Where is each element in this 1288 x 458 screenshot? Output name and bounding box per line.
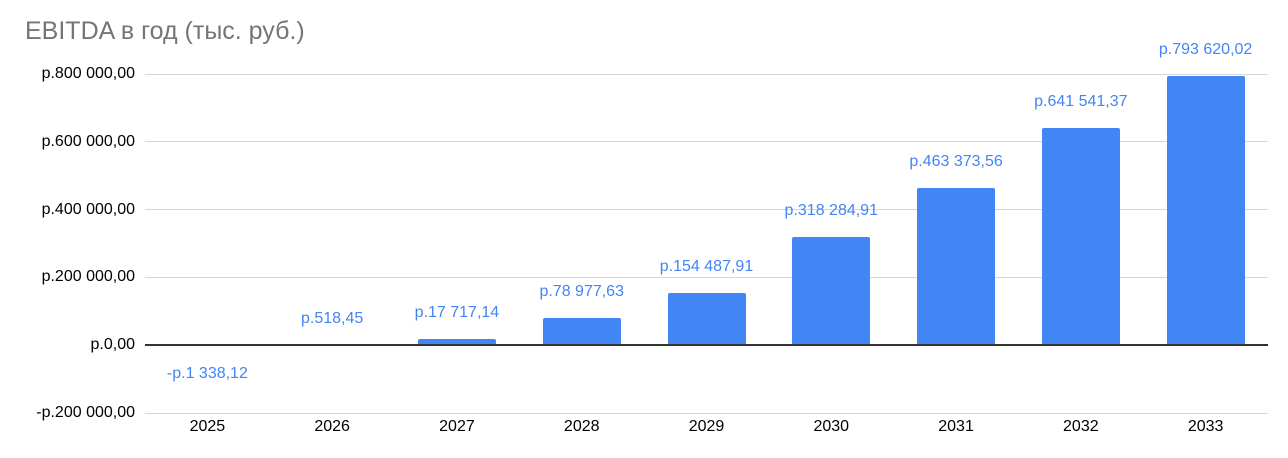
x-axis-tick-label-2030: 2030 <box>813 418 850 435</box>
x-axis-tick-label-2033: 2033 <box>1187 418 1224 435</box>
x-axis-tick-label-2025: 2025 <box>189 418 226 435</box>
bar-value-label-2026: р.518,45 <box>301 310 364 328</box>
bar-2027 <box>417 339 496 346</box>
x-axis-tick-label-2032: 2032 <box>1063 418 1099 435</box>
gridline <box>145 209 1268 211</box>
y-axis-tick-label: р.0,00 <box>90 336 135 354</box>
y-axis-tick-label: р.400 000,00 <box>41 200 135 218</box>
gridline <box>145 141 1268 143</box>
bar-value-label-2030: р.318 284,91 <box>784 202 878 220</box>
bar-value-label-2031: р.463 373,56 <box>909 153 1003 171</box>
y-axis-tick-label: -р.200 000,00 <box>36 404 135 421</box>
bar-value-label-2032: р.641 541,37 <box>1034 92 1128 110</box>
x-axis-tick-label-2028: 2028 <box>563 418 600 435</box>
x-axis-tick-label-2031: 2031 <box>938 418 974 435</box>
x-axis-tick-label-2026: 2026 <box>314 418 350 435</box>
x-axis-tick-label-2027: 2027 <box>439 418 475 435</box>
bar-2032 <box>1041 127 1120 346</box>
bar-value-label-2029: р.154 487,91 <box>659 257 754 275</box>
gridline <box>145 412 1268 414</box>
plot-area: р.800 000,00 р.600 000,00 р.400 000,00 р.20… <box>36 41 1268 435</box>
y-axis-tick-label: р.600 000,00 <box>41 132 135 150</box>
bar-2029 <box>667 292 746 346</box>
bar-2030 <box>792 237 871 346</box>
bar-2031 <box>917 188 996 346</box>
gridline <box>145 276 1268 278</box>
y-axis-tick-label: р.800 000,00 <box>41 65 135 82</box>
gridline <box>145 73 1268 75</box>
zero-axis-line <box>145 344 1268 347</box>
bar-2033 <box>1166 76 1245 346</box>
chart-title: EBITDA в год (тыс. руб.) <box>25 17 305 45</box>
y-axis-tick-label: р.200 000,00 <box>41 268 135 286</box>
bar-value-label-2033: р.793 620,02 <box>1158 41 1253 59</box>
bar-2028 <box>542 318 621 346</box>
x-axis-tick-label-2029: 2029 <box>688 418 725 435</box>
bar-value-label-2028: р.78 977,63 <box>539 283 624 301</box>
bar-value-label-2025: -р.1 338,12 <box>166 364 248 382</box>
bar-value-label-2027: р.17 717,14 <box>414 304 500 322</box>
